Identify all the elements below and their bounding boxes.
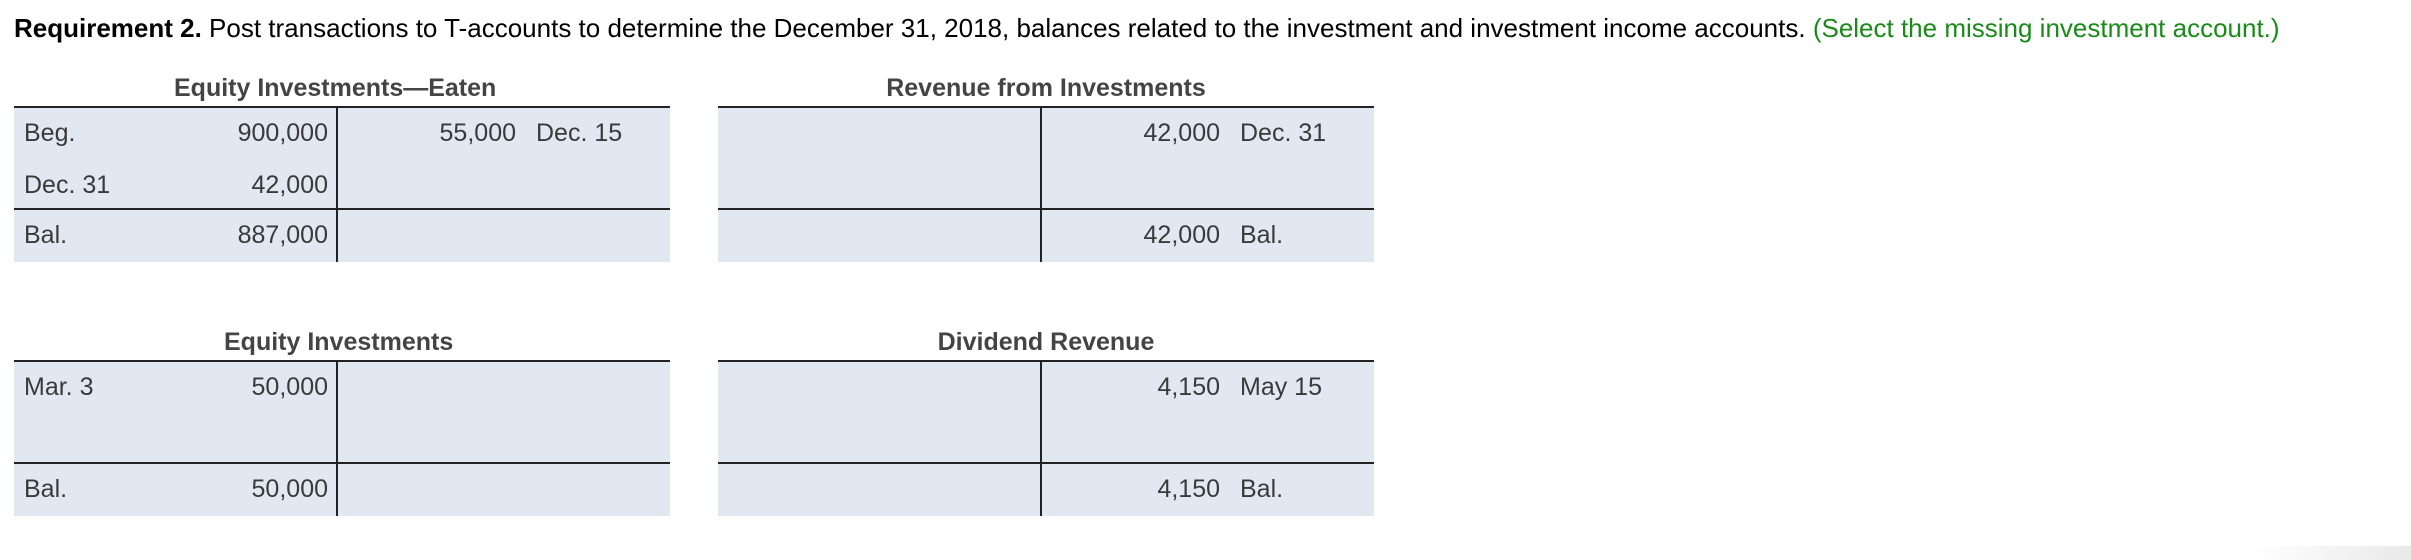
- credit-amount-cell[interactable]: 55,000: [439, 119, 516, 147]
- t-account-center-rule: [336, 108, 338, 262]
- debit-date-cell[interactable]: Beg.: [24, 119, 76, 147]
- balance-amount[interactable]: 887,000: [237, 221, 328, 249]
- t-account-body: 42,000 Dec. 31 42,000 Bal.: [718, 106, 1374, 262]
- credit-amount-cell[interactable]: 42,000: [1143, 119, 1220, 147]
- balance-label[interactable]: Bal.: [24, 221, 68, 249]
- requirement-label: Requirement 2.: [14, 13, 202, 43]
- t-account-center-rule: [336, 362, 338, 516]
- balance-amount[interactable]: 42,000: [1143, 221, 1220, 249]
- t-account-equity-investments-eaten: Equity Investments—Eaten Beg. 900,000 De…: [14, 70, 670, 262]
- balance-label[interactable]: Bal.: [1240, 221, 1284, 249]
- credit-date-cell[interactable]: May 15: [1240, 373, 1322, 401]
- t-account-balance-rule: [718, 462, 1374, 464]
- t-account-title: Equity Investments: [224, 328, 454, 356]
- t-account-balance-rule: [14, 208, 670, 210]
- t-account-center-rule: [1040, 362, 1042, 516]
- corner-scroll-shade: [2251, 546, 2411, 560]
- t-account-dividend-revenue: Dividend Revenue 4,150 May 15 4,150 Bal.: [718, 324, 1374, 516]
- balance-amount[interactable]: 50,000: [251, 475, 328, 503]
- t-account-balance-rule: [718, 208, 1374, 210]
- requirement-text: Post transactions to T-accounts to deter…: [201, 13, 1813, 43]
- debit-amount-cell[interactable]: 42,000: [251, 171, 328, 199]
- debit-date-cell[interactable]: Mar. 3: [24, 373, 94, 401]
- t-account-body: Mar. 3 50,000 Bal. 50,000: [14, 360, 670, 516]
- t-account-title: Revenue from Investments: [886, 74, 1206, 102]
- t-account-equity-investments: Equity Investments Mar. 3 50,000 Bal. 50…: [14, 324, 670, 516]
- debit-amount-cell[interactable]: 50,000: [251, 373, 328, 401]
- balance-label[interactable]: Bal.: [24, 475, 68, 503]
- credit-amount-cell[interactable]: 4,150: [1157, 373, 1220, 401]
- t-account-revenue-from-investments: Revenue from Investments 42,000 Dec. 31 …: [718, 70, 1374, 262]
- t-account-body: Beg. 900,000 Dec. 31 42,000 55,000 Dec. …: [14, 106, 670, 262]
- debit-amount-cell[interactable]: 900,000: [237, 119, 328, 147]
- t-account-balance-rule: [14, 462, 670, 464]
- requirement-instruction: Requirement 2. Post transactions to T-ac…: [14, 12, 2280, 44]
- credit-date-cell[interactable]: Dec. 15: [536, 119, 623, 147]
- balance-amount[interactable]: 4,150: [1157, 475, 1220, 503]
- t-account-center-rule: [1040, 108, 1042, 262]
- t-account-title: Dividend Revenue: [937, 328, 1155, 356]
- t-account-title: Equity Investments—Eaten: [174, 74, 497, 102]
- debit-date-cell[interactable]: Dec. 31: [24, 171, 111, 199]
- credit-date-cell[interactable]: Dec. 31: [1240, 119, 1327, 147]
- balance-label[interactable]: Bal.: [1240, 475, 1284, 503]
- requirement-hint: (Select the missing investment account.): [1812, 13, 2280, 43]
- t-account-body: 4,150 May 15 4,150 Bal.: [718, 360, 1374, 516]
